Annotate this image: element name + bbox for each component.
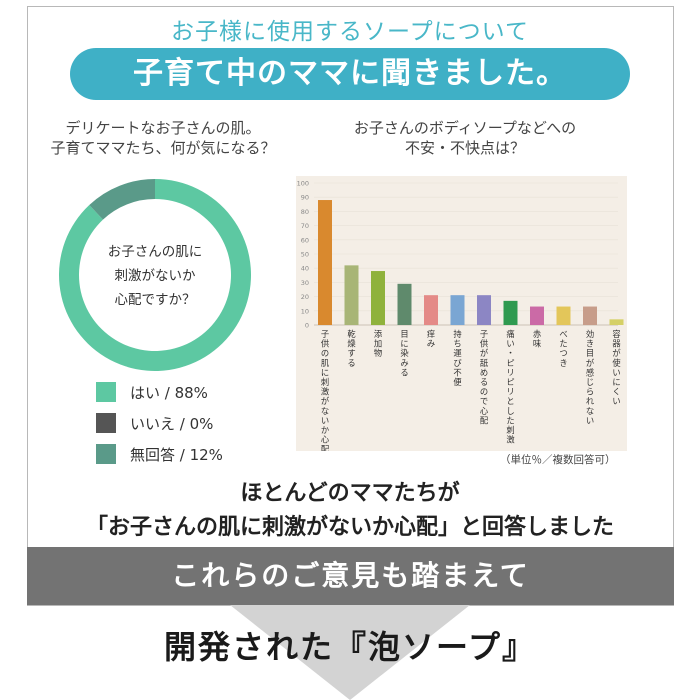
x-category-label: 子供の肌に刺激がないか心配 — [321, 329, 330, 451]
donut-center-text: お子さんの肌に 刺激がないか 心配ですか？ — [90, 240, 220, 312]
y-tick-label: 30 — [301, 279, 309, 287]
bar-3 — [397, 283, 412, 325]
donut-chart — [59, 179, 252, 371]
bottom-headline: 開発された『泡ソープ』 — [163, 628, 537, 666]
x-category-label: 添加物 — [374, 329, 383, 358]
bar-7 — [503, 300, 518, 325]
legend-label-no-answer: 無回答 / 12% — [130, 445, 223, 464]
x-category-label: 子供が舐めるので心配 — [480, 329, 489, 425]
banner: これらのご意見も踏まえて — [27, 547, 674, 605]
donut-slice-no-answer — [89, 179, 155, 220]
bar-1 — [344, 265, 359, 325]
bar-0 — [318, 200, 332, 325]
bar-chart: 0 10 20 30 40 50 60 70 80 90 100 子供の肌に刺激がないか心配 乾燥する 添… — [297, 180, 624, 451]
donut-text-line3: 心配ですか？ — [114, 292, 196, 308]
unit-note: （単位％／複数回答可） — [500, 454, 616, 466]
right-question-line1: お子さんのボディソープなどへの — [353, 119, 577, 137]
x-category-label: 効き目が感じられない — [586, 329, 595, 425]
bar-5 — [450, 295, 465, 325]
legend-label-no: いいえ / 0% — [130, 414, 214, 433]
x-category-label: 乾燥する — [347, 329, 356, 368]
y-tick-label: 100 — [297, 180, 309, 188]
donut-text-line1: お子さんの肌に — [107, 244, 203, 260]
header-subtitle: お子様に使用するソープについて — [171, 19, 529, 45]
y-tick-label: 20 — [301, 293, 309, 301]
legend-swatch-no-answer — [96, 444, 116, 464]
left-question-line1: デリケートなお子さんの肌。 — [65, 119, 261, 137]
y-tick-label: 50 — [301, 251, 309, 259]
conclusion-line2: 「お子さんの肌に刺激がないか心配」と回答しました — [85, 515, 614, 540]
x-category-label: 痛い・ピリピリとした刺激 — [506, 329, 515, 445]
legend-swatch-yes — [96, 382, 116, 402]
right-question-line2: 不安・不快点は？ — [404, 139, 525, 157]
x-category-label: 容器が使いにくい — [612, 329, 621, 406]
donut-legend: はい / 88% いいえ / 0% 無回答 / 12% — [96, 380, 223, 473]
x-category-label: 赤味 — [533, 329, 541, 349]
down-arrow-icon — [230, 605, 470, 700]
bar-6 — [477, 295, 491, 325]
donut-text-line2: 刺激がないか — [114, 268, 196, 284]
right-question: お子さんのボディソープなどへの 不安・不快点は？ — [300, 118, 630, 158]
y-tick-label: 70 — [301, 222, 309, 230]
bar-2 — [371, 271, 385, 325]
legend-item-no-answer: 無回答 / 12% — [96, 442, 223, 466]
bar-9 — [556, 306, 571, 325]
legend-item-yes: はい / 88% — [96, 380, 223, 404]
bar-4 — [424, 295, 438, 325]
x-category-label: 目に染みる — [400, 329, 408, 377]
header-title-pill: 子育て中のママに聞きました。 — [70, 48, 630, 100]
bar-10 — [583, 306, 597, 325]
bar-8 — [530, 306, 544, 325]
conclusion-line1: ほとんどのママたちが — [240, 481, 460, 506]
left-question-line2: 子育てママたち、何が気になる？ — [50, 139, 276, 157]
y-tick-label: 40 — [301, 265, 309, 273]
x-category-label: 持ち運び不便 — [453, 329, 462, 387]
conclusion-text: ほとんどのママたちが 「お子さんの肌に刺激がないか心配」と回答しました — [0, 477, 700, 545]
y-tick-label: 90 — [301, 194, 309, 202]
y-tick-label: 0 — [305, 322, 309, 330]
legend-label-yes: はい / 88% — [130, 383, 208, 402]
left-question: デリケートなお子さんの肌。 子育てママたち、何が気になる？ — [38, 118, 288, 158]
bar-11 — [609, 319, 624, 325]
x-category-label: 痒み — [427, 329, 435, 349]
legend-swatch-no — [96, 413, 116, 433]
y-tick-label: 60 — [301, 236, 309, 244]
y-tick-label: 10 — [301, 307, 309, 315]
y-tick-label: 80 — [301, 208, 309, 216]
legend-item-no: いいえ / 0% — [96, 411, 223, 435]
x-category-label: べたつき — [559, 329, 567, 368]
